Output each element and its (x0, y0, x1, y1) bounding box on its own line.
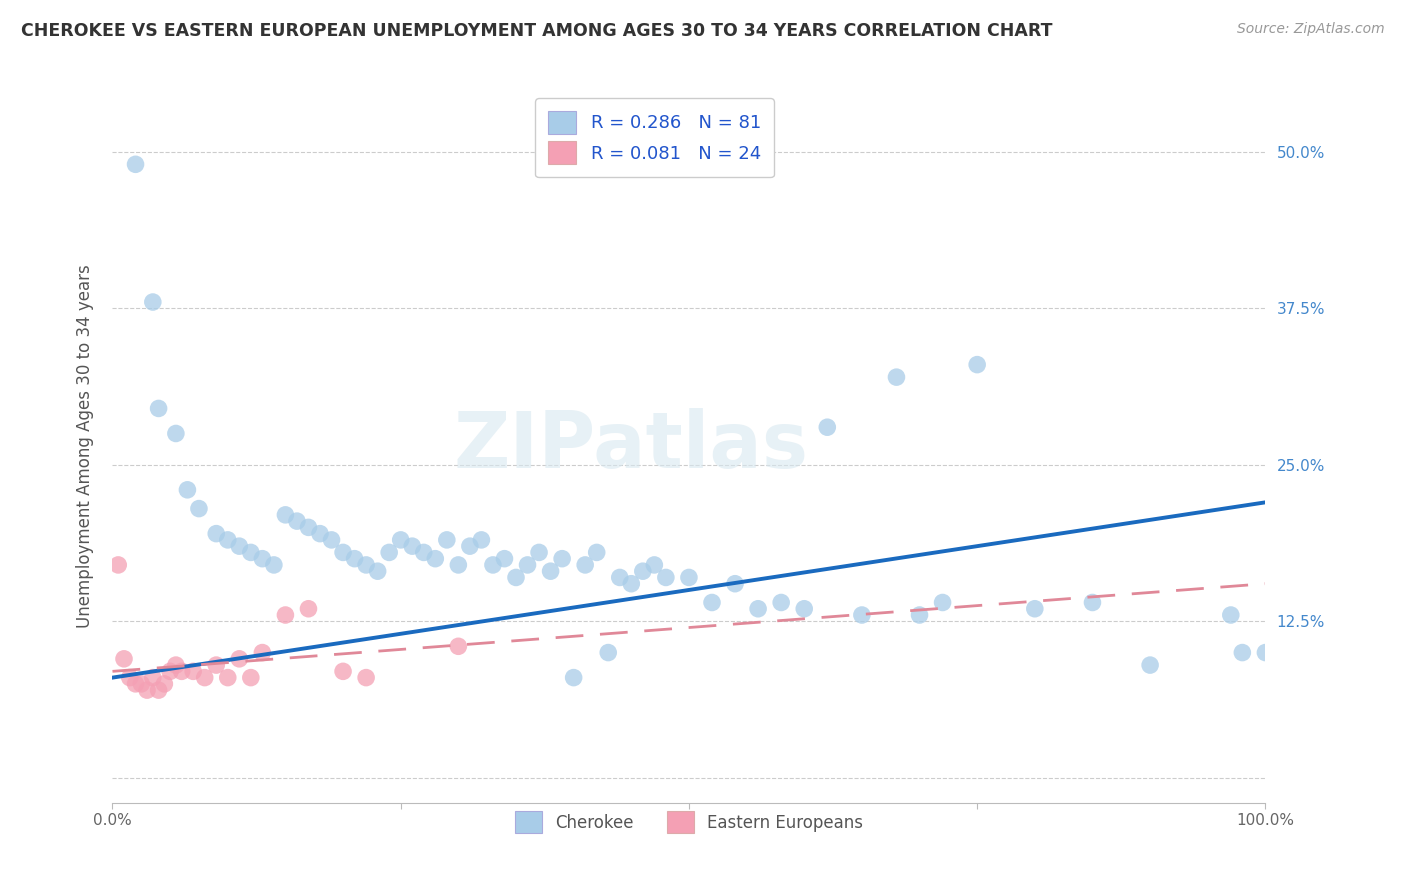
Point (159, 665, 181, 679)
Point (908, 607, 931, 622)
Point (724, 576, 747, 591)
Point (700, 595, 723, 609)
Point (1232, 646, 1254, 660)
Point (436, 533, 458, 547)
Point (239, 545, 262, 559)
Point (148, 683, 170, 698)
Point (297, 520, 319, 534)
Point (263, 558, 285, 572)
Point (620, 576, 643, 591)
Point (153, 677, 176, 691)
Point (470, 533, 492, 547)
Point (297, 601, 319, 615)
Point (142, 295, 165, 310)
Point (332, 545, 354, 559)
Point (176, 483, 198, 497)
Point (228, 652, 250, 666)
Point (239, 671, 262, 685)
Point (217, 533, 239, 547)
Text: ZIPatlas: ZIPatlas (454, 408, 808, 484)
Point (562, 671, 585, 685)
Y-axis label: Unemployment Among Ages 30 to 34 years: Unemployment Among Ages 30 to 34 years (76, 264, 94, 628)
Point (643, 558, 665, 572)
Point (585, 545, 607, 559)
Point (148, 401, 170, 416)
Point (107, 558, 129, 572)
Point (170, 665, 193, 679)
Point (505, 570, 527, 584)
Point (188, 501, 211, 516)
Point (1219, 607, 1241, 622)
Point (793, 601, 815, 615)
Point (205, 526, 228, 541)
Point (129, 677, 153, 691)
Point (678, 570, 700, 584)
Point (112, 652, 135, 666)
Point (165, 426, 187, 441)
Point (494, 551, 516, 566)
Point (332, 665, 354, 679)
Point (516, 558, 538, 572)
Point (124, 157, 146, 171)
Point (447, 640, 470, 654)
Point (412, 545, 434, 559)
Point (598, 646, 620, 660)
Point (815, 420, 838, 434)
Point (252, 646, 274, 660)
Text: CHEROKEE VS EASTERN EUROPEAN UNEMPLOYMENT AMONG AGES 30 TO 34 YEARS CORRELATION : CHEROKEE VS EASTERN EUROPEAN UNEMPLOYMEN… (21, 22, 1053, 40)
Point (482, 558, 505, 572)
Point (378, 545, 401, 559)
Point (228, 539, 250, 553)
Point (425, 551, 447, 566)
Point (354, 558, 377, 572)
Point (321, 533, 343, 547)
Point (367, 564, 389, 578)
Text: Source: ZipAtlas.com: Source: ZipAtlas.com (1237, 22, 1385, 37)
Point (343, 551, 366, 566)
Point (118, 671, 141, 685)
Point (1081, 595, 1104, 609)
Point (655, 570, 678, 584)
Point (747, 601, 769, 615)
Legend: Cherokee, Eastern Europeans: Cherokee, Eastern Europeans (503, 799, 875, 845)
Point (574, 558, 596, 572)
Point (194, 671, 217, 685)
Point (401, 539, 423, 553)
Point (205, 658, 228, 673)
Point (136, 683, 159, 698)
Point (165, 658, 187, 673)
Point (851, 607, 873, 622)
Point (181, 665, 204, 679)
Point (309, 526, 332, 541)
Point (447, 558, 470, 572)
Point (458, 539, 481, 553)
Point (274, 508, 297, 522)
Point (527, 545, 550, 559)
Point (1254, 646, 1277, 660)
Point (551, 551, 574, 566)
Point (931, 595, 953, 609)
Point (770, 595, 793, 609)
Point (1024, 601, 1046, 615)
Point (631, 564, 654, 578)
Point (274, 607, 297, 622)
Point (1139, 658, 1161, 673)
Point (252, 551, 274, 566)
Point (142, 671, 165, 685)
Point (124, 677, 146, 691)
Point (217, 671, 239, 685)
Point (609, 570, 631, 584)
Point (886, 370, 908, 384)
Point (966, 358, 988, 372)
Point (285, 514, 308, 528)
Point (389, 533, 412, 547)
Point (354, 671, 377, 685)
Point (540, 564, 562, 578)
